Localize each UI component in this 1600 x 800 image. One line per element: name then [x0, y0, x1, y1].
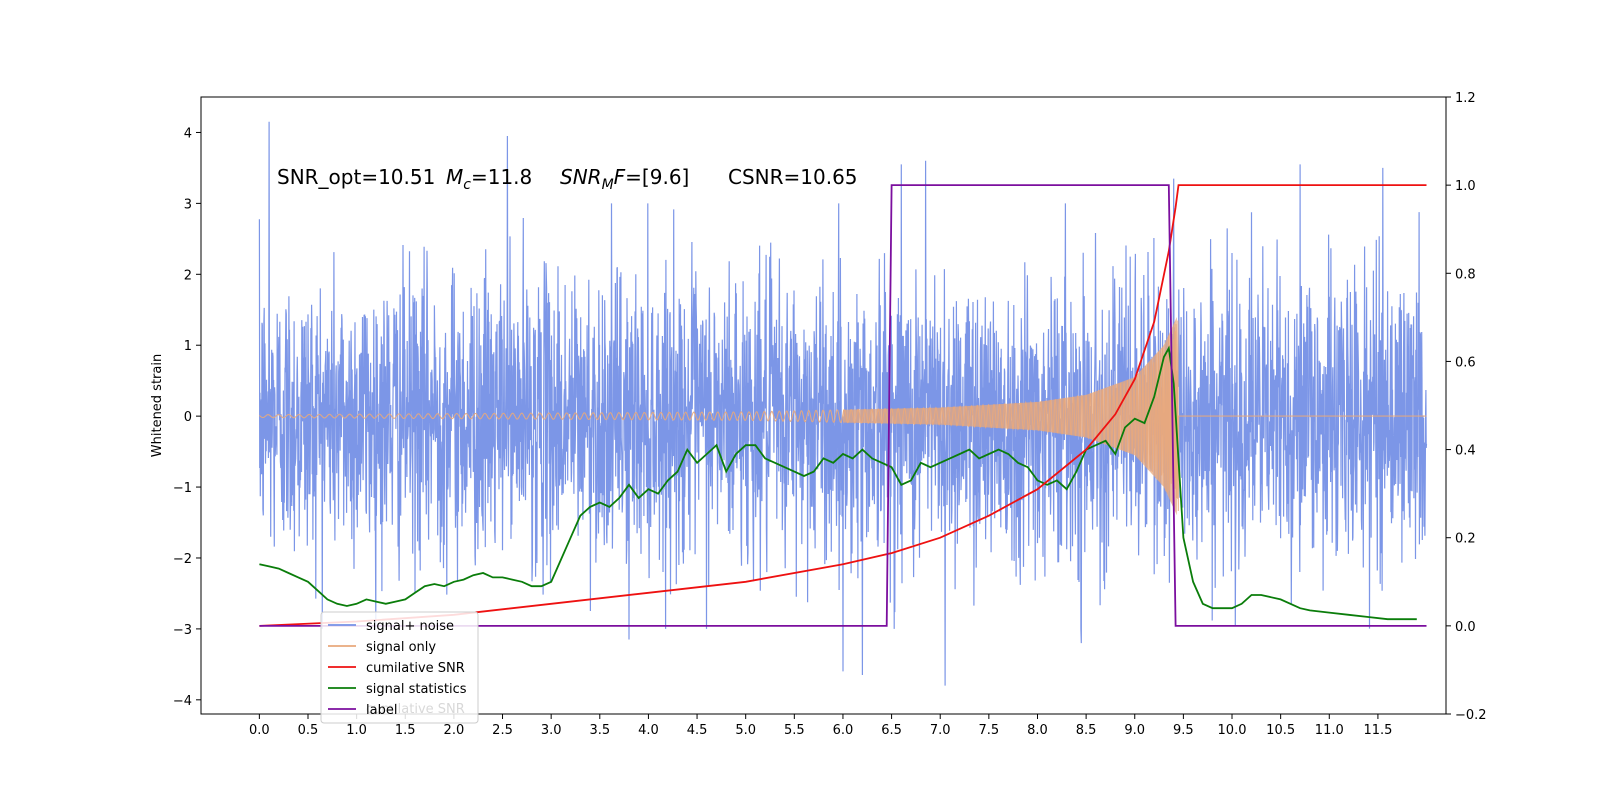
mc-symbol: M [446, 165, 463, 189]
legend-label-text: label [366, 703, 397, 718]
axes-frame [200, 96, 1447, 715]
snrmf-f: F [614, 165, 626, 189]
x-tick-label: 11.5 [1363, 723, 1392, 738]
csnr-text: CSNR=10.65 [728, 165, 858, 189]
x-tick-label: 6.5 [881, 723, 902, 738]
x-tick-label: 2.0 [444, 723, 465, 738]
y-tick-label: 0 [184, 410, 192, 425]
x-tick-label: 6.0 [833, 723, 854, 738]
x-tick-label: 5.0 [735, 723, 756, 738]
y-right-tick-label: 1.0 [1455, 179, 1476, 194]
y-tick-label: −2 [173, 552, 192, 567]
x-tick-label: 9.0 [1124, 723, 1145, 738]
legend-signal-statistics-text: signal statistics [366, 682, 467, 697]
y-right-tick-label: 0.2 [1455, 532, 1476, 547]
signal-only-series [259, 317, 1427, 516]
x-tick-label: 8.5 [1076, 723, 1097, 738]
x-tick-label: 8.0 [1027, 723, 1048, 738]
signal-only-envelope [843, 317, 1179, 516]
y-right-tick-label: −0.2 [1455, 708, 1487, 723]
legend-ghost-text: cumilative SNR [366, 702, 465, 717]
snr-annotation: SNR_opt=10.51 Mc=11.8 SNRMF=[9.6] CSNR=1… [277, 165, 858, 193]
x-tick-label: 7.5 [979, 723, 1000, 738]
x-axis-ticks: 0.0 0.5 1.0 1.5 2.0 2.5 3.0 3.5 4.0 4.5 5.0 5.5 6.0 6… [249, 714, 1392, 738]
x-tick-label: 4.0 [638, 723, 659, 738]
y-right-tick-label: 0.6 [1455, 355, 1476, 370]
y-tick-label: 2 [184, 268, 192, 283]
signal-statistics-line [259, 345, 1417, 621]
y-axis-left-ticks: −4 −3 −2 −1 0 1 2 3 4 [173, 126, 201, 709]
mc-subscript: c [463, 177, 471, 193]
x-tick-label: 1.5 [395, 723, 416, 738]
x-tick-label: 2.5 [492, 723, 513, 738]
legend-signal-noise: signal+ noise [328, 619, 454, 634]
svg-text:Mc=11.8: Mc=11.8 [446, 165, 532, 193]
x-tick-label: 0.5 [298, 723, 319, 738]
mc-value: =11.8 [471, 165, 532, 189]
x-tick-label: 10.0 [1218, 723, 1247, 738]
label-line [259, 184, 1427, 627]
legend-signal-only-text: signal only [366, 640, 436, 655]
snrmf-value: =[9.6] [625, 165, 689, 189]
signal-noise-line [258, 121, 1428, 686]
y-tick-label: 4 [184, 126, 192, 141]
legend-cumilative-snr: cumilative SNR [328, 661, 465, 676]
y-right-tick-label: 0.8 [1455, 267, 1476, 282]
svg-text:SNR_opt=10.51: SNR_opt=10.51 [277, 165, 435, 189]
y-axis-label: Whitened strain [150, 354, 165, 457]
x-tick-label: 10.5 [1266, 723, 1295, 738]
legend-box [320, 611, 479, 724]
snrmf-subscript: M [602, 177, 614, 193]
y-right-tick-label: 0.0 [1455, 620, 1476, 635]
y-axis-right-ticks: −0.2 0.0 0.2 0.4 0.6 0.8 1.0 1.2 [1446, 91, 1487, 723]
y-tick-label: −1 [173, 481, 192, 496]
cumilative-snr-line [259, 184, 1427, 627]
svg-text:SNRMF=[9.6]: SNRMF=[9.6] [560, 165, 689, 193]
y-tick-label: −3 [173, 623, 192, 638]
x-tick-label: 7.0 [930, 723, 951, 738]
snrmf-symbol: SNR [560, 165, 602, 189]
legend-signal-statistics: signal statistics [328, 682, 467, 697]
x-tick-label: 9.5 [1173, 723, 1194, 738]
legend-label: label [328, 703, 397, 718]
right-axis-series [259, 184, 1427, 627]
svg-text:CSNR=10.65: CSNR=10.65 [728, 165, 858, 189]
legend-signal-only: signal only [328, 640, 436, 655]
y-right-tick-label: 1.2 [1455, 91, 1476, 106]
y-tick-label: 3 [184, 197, 192, 212]
x-tick-label: 3.5 [589, 723, 610, 738]
signal-noise-series [258, 121, 1428, 686]
plot-area-border [200, 96, 1447, 715]
x-tick-label: 0.0 [249, 723, 270, 738]
legend-signal-noise-text: signal+ noise [366, 619, 454, 634]
x-tick-label: 11.0 [1315, 723, 1344, 738]
x-tick-label: 5.5 [784, 723, 805, 738]
legend: cumilative SNR signal+ noise signal only c… [320, 611, 479, 724]
snr-opt-text: SNR_opt=10.51 [277, 165, 435, 189]
y-tick-label: −4 [173, 694, 192, 709]
x-tick-label: 4.5 [687, 723, 708, 738]
y-right-tick-label: 0.4 [1455, 444, 1476, 459]
x-tick-label: 3.0 [541, 723, 562, 738]
legend-cumilative-snr-text: cumilative SNR [366, 661, 465, 676]
y-tick-label: 1 [184, 339, 192, 354]
x-tick-label: 1.0 [346, 723, 367, 738]
